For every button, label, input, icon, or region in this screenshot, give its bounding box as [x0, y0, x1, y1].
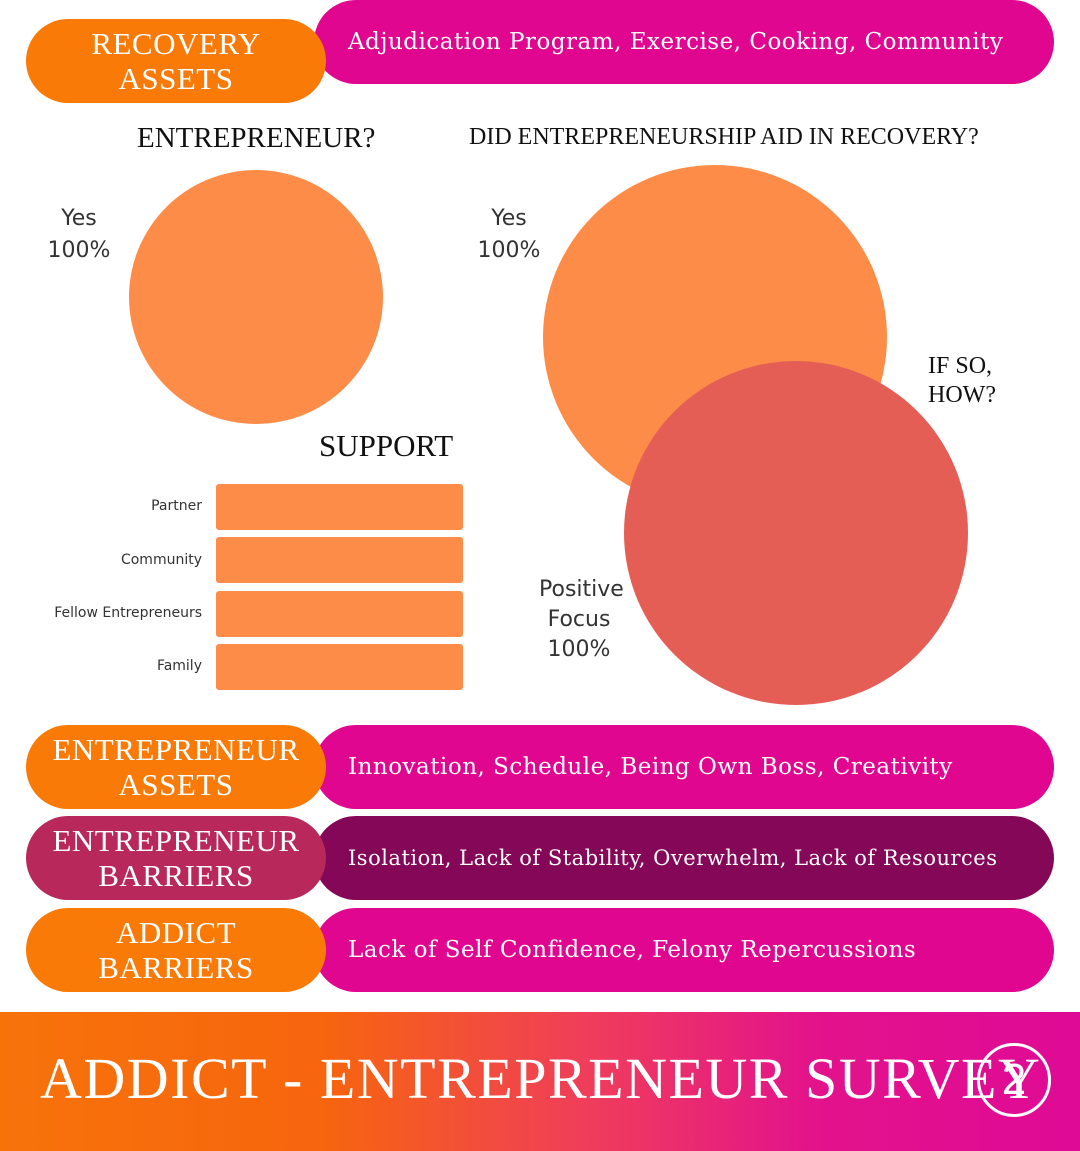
entrepreneur-barriers-text: Isolation, Lack of Stability, Overwhelm,… [348, 846, 998, 870]
survey-title: ADDICT - ENTREPRENEUR SURVEY [40, 1046, 1042, 1111]
support-bar-family [216, 643, 463, 690]
bar-label-family: Family [156, 658, 202, 674]
entrepreneur-assets-text: Innovation, Schedule, Being Own Boss, Cr… [348, 754, 953, 780]
pie-entrepreneur-label-value: 100% [47, 238, 111, 263]
pie-how-label: Positive Focus 100% [529, 575, 629, 665]
chart-title-entrepreneur: ENTREPRENEUR? [137, 122, 376, 154]
pie-entrepreneur-label-name: Yes [61, 206, 97, 231]
addict-barriers-text: Lack of Self Confidence, Felony Repercus… [348, 937, 917, 963]
addict-barriers-value: Lack of Self Confidence, Felony Repercus… [314, 908, 1054, 992]
pie-aid-recovery-label: Yes 100% [474, 203, 544, 267]
recovery-assets-label: RECOVERY ASSETS [26, 19, 326, 103]
entrepreneur-barriers-label: ENTREPRENEUR BARRIERS [26, 816, 326, 900]
chart-title-aid-recovery: DID ENTREPRENEURSHIP AID IN RECOVERY? [469, 124, 979, 150]
pie-entrepreneur-slice-yes [129, 170, 383, 424]
pie-how-slice-positive-focus [624, 361, 968, 705]
support-bar-partner [216, 484, 463, 530]
pie-how-label-name: Positive Focus [539, 577, 624, 632]
pie-aid-recovery-label-name: Yes [491, 206, 527, 231]
pie-how-label-value: 100% [547, 637, 611, 662]
bar-label-community: Community [120, 552, 202, 568]
entrepreneur-barriers-label-text: ENTREPRENEUR BARRIERS [52, 823, 300, 893]
recovery-assets-text: Adjudication Program, Exercise, Cooking,… [348, 29, 1004, 55]
entrepreneur-assets-value: Innovation, Schedule, Being Own Boss, Cr… [314, 725, 1054, 809]
page-number-badge: 2 [977, 1043, 1051, 1117]
support-bar-community [216, 537, 463, 584]
addict-barriers-label: ADDICT BARRIERS [26, 908, 326, 992]
footer-banner [0, 1012, 1080, 1151]
entrepreneur-assets-label-text: ENTREPRENEUR ASSETS [52, 732, 300, 802]
recovery-assets-label-text: RECOVERY ASSETS [91, 26, 261, 96]
entrepreneur-barriers-value: Isolation, Lack of Stability, Overwhelm,… [314, 816, 1054, 900]
pie-aid-recovery-label-value: 100% [477, 238, 541, 263]
chart-title-support: SUPPORT [319, 428, 454, 463]
chart-title-if-so-how: IF SO, HOW? [928, 353, 996, 408]
recovery-assets-value: Adjudication Program, Exercise, Cooking,… [314, 0, 1054, 84]
entrepreneur-assets-label: ENTREPRENEUR ASSETS [26, 725, 326, 809]
addict-barriers-label-text: ADDICT BARRIERS [98, 915, 254, 985]
bar-label-fellow-entrepreneurs: Fellow Entrepreneurs [54, 605, 202, 621]
pie-entrepreneur-label: Yes 100% [44, 203, 114, 267]
support-bar-fellow-entrepreneurs [216, 590, 463, 637]
bar-label-partner: Partner [151, 498, 202, 514]
